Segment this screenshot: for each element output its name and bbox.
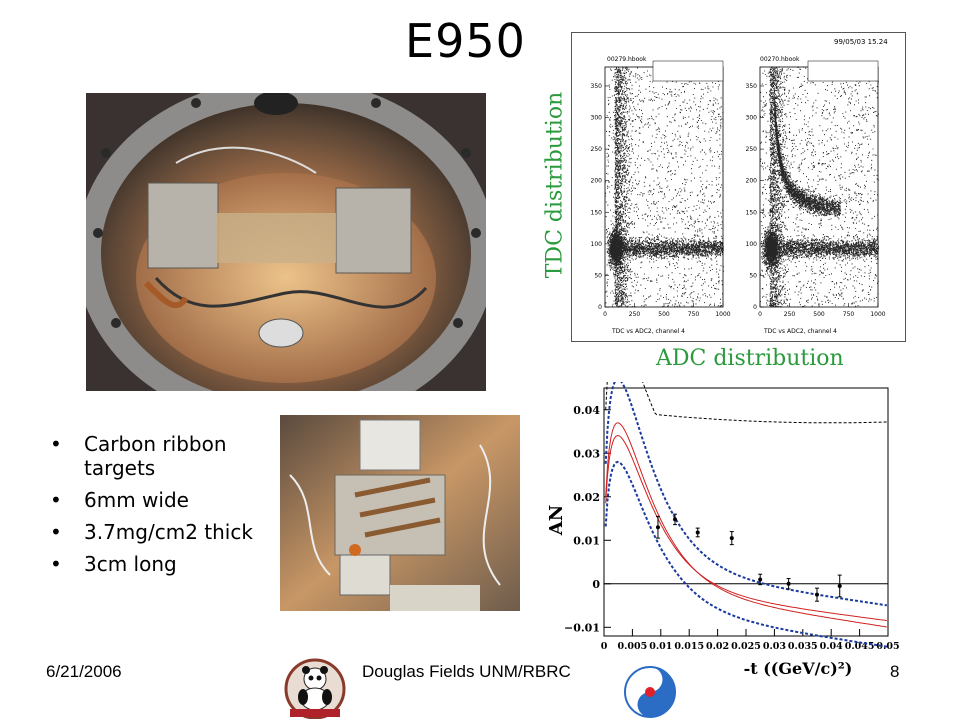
y-tick-label: 0 xyxy=(753,304,757,311)
x-tick-label: 250 xyxy=(784,311,796,318)
y-tick-label: 150 xyxy=(591,209,603,216)
y-tick-label: 250 xyxy=(591,146,603,153)
y-tick-label: 300 xyxy=(591,115,603,122)
data-point xyxy=(655,525,660,530)
right-xlabel: TDC vs ADC2, channel 4 xyxy=(763,328,837,335)
asymmetry-chart: −0.01 0 0.01 0.02 0.03 0.04 0 0.005 0.01 0.015 0.0… xyxy=(542,328,906,682)
x-tick-label: 0.035 xyxy=(788,641,818,652)
model-curve xyxy=(605,434,887,622)
y-tick-label: 0 xyxy=(598,304,602,311)
model-band-curve xyxy=(604,460,888,648)
x-tick-label: 0 xyxy=(758,311,762,318)
y-tick-label: 0.02 xyxy=(573,491,600,504)
x-tick-label: 500 xyxy=(813,311,825,318)
x-tick-label: 750 xyxy=(843,311,855,318)
y-tick-label: 50 xyxy=(749,272,757,279)
y-tick-label: 0.01 xyxy=(573,534,600,547)
tdc-adc-scatter-panel: 99/05/03 15.24 00279.hbook 00270.hbook 0… xyxy=(571,32,906,342)
footer-page-number: 8 xyxy=(890,662,900,681)
target-holder-photo xyxy=(280,415,520,611)
y-tick-label: 100 xyxy=(746,241,758,248)
x-tick-label: 0.01 xyxy=(649,641,672,652)
x-tick-label: 0.03 xyxy=(763,641,786,652)
data-point xyxy=(837,583,842,588)
data-point xyxy=(815,592,819,597)
footer-author: Douglas Fields UNM/RBRC xyxy=(362,662,571,681)
date-stamp: 99/05/03 15.24 xyxy=(834,38,888,46)
rbrc-logo xyxy=(622,664,678,720)
y-tick-label: 150 xyxy=(746,209,758,216)
x-tick-label: 0.05 xyxy=(876,641,899,652)
left-filename: 00279.hbook xyxy=(607,56,647,63)
y-tick-label: 200 xyxy=(746,178,758,185)
y-tick-label: 50 xyxy=(594,272,602,279)
stats-box xyxy=(652,60,724,82)
y-tick-label: 100 xyxy=(591,241,603,248)
left-xlabel: TDC vs ADC2, channel 4 xyxy=(611,328,685,335)
x-tick-label: 0.025 xyxy=(731,641,761,652)
plot-frame xyxy=(603,387,889,637)
slide-title: E950 xyxy=(405,14,526,68)
x-tick-label: 250 xyxy=(629,311,641,318)
panda-logo xyxy=(284,655,346,720)
scatter-points xyxy=(760,66,879,308)
y-axis-label: AN xyxy=(546,505,567,536)
model-curve xyxy=(605,422,887,628)
data-point xyxy=(729,536,734,541)
scatter-points xyxy=(605,66,724,308)
data-point xyxy=(758,577,763,582)
bullet-list: Carbon ribbon targets 6mm wide 3.7mg/cm2… xyxy=(50,432,290,584)
right-filename: 00270.hbook xyxy=(760,56,800,63)
x-tick-label: 500 xyxy=(658,311,670,318)
bullet-item: Carbon ribbon targets xyxy=(50,432,290,480)
bullet-item: 3cm long xyxy=(50,552,290,576)
y-tick-label: 250 xyxy=(746,146,758,153)
bullet-item: 3.7mg/cm2 thick xyxy=(50,520,290,544)
stats-box xyxy=(807,60,879,82)
x-tick-label: 0 xyxy=(603,311,607,318)
x-tick-label: 0.015 xyxy=(674,641,704,652)
chamber-photo xyxy=(86,93,486,391)
y-tick-label: 0.03 xyxy=(573,447,600,460)
tdc-adc-scatter-svg: 99/05/03 15.24 00279.hbook 00270.hbook 0… xyxy=(591,38,889,335)
adc-distribution-label: ADC distribution xyxy=(656,346,844,371)
y-tick-label: 0.04 xyxy=(573,404,600,417)
x-tick-label: 750 xyxy=(688,311,700,318)
y-tick-label: −0.01 xyxy=(564,621,600,634)
bullet-item: 6mm wide xyxy=(50,488,290,512)
x-tick-label: 0 xyxy=(601,641,608,652)
x-axis-label: -t ((GeV/c)²) xyxy=(744,659,853,678)
x-tick-label: 0.02 xyxy=(706,641,729,652)
data-point xyxy=(673,517,677,522)
y-tick-label: 350 xyxy=(746,83,758,90)
x-tick-label: 0.005 xyxy=(618,641,648,652)
data-point xyxy=(786,581,791,586)
model-curve-dashed xyxy=(605,328,887,424)
tdc-distribution-label: TDC distribution xyxy=(542,91,568,279)
x-tick-label: 0.045 xyxy=(845,641,875,652)
x-tick-label: 1000 xyxy=(715,311,730,318)
y-tick-label: 200 xyxy=(591,178,603,185)
y-tick-label: 0 xyxy=(592,578,600,591)
y-tick-label: 350 xyxy=(591,83,603,90)
data-point xyxy=(695,530,700,535)
y-tick-label: 300 xyxy=(746,115,758,122)
footer-date: 6/21/2006 xyxy=(46,662,122,681)
plot-frame xyxy=(759,66,879,308)
x-tick-label: 1000 xyxy=(870,311,885,318)
x-tick-label: 0.04 xyxy=(820,641,844,652)
